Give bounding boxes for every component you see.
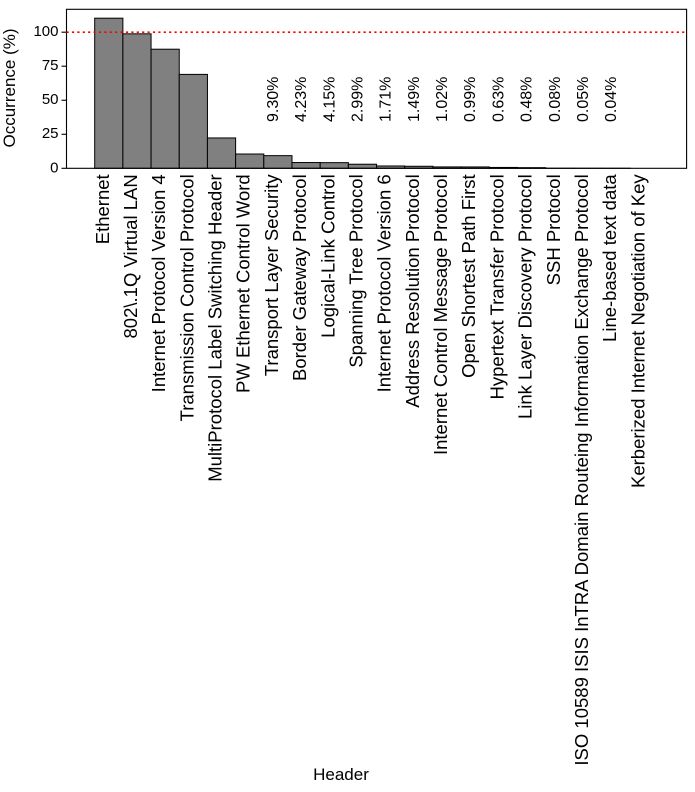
svg-text:MultiProtocol Label Switching: MultiProtocol Label Switching Header xyxy=(205,174,226,481)
svg-text:4.23%: 4.23% xyxy=(293,77,310,122)
svg-text:0.63%: 0.63% xyxy=(490,77,507,122)
svg-text:Hypertext Transfer Protocol: Hypertext Transfer Protocol xyxy=(486,174,507,399)
svg-text:1.49%: 1.49% xyxy=(406,77,423,122)
svg-text:0.99%: 0.99% xyxy=(462,77,479,122)
svg-text:50: 50 xyxy=(42,91,59,108)
svg-text:100: 100 xyxy=(33,23,58,40)
svg-text:0: 0 xyxy=(50,159,58,176)
svg-text:802\.1Q Virtual LAN: 802\.1Q Virtual LAN xyxy=(120,174,141,338)
svg-text:Spanning Tree Protocol: Spanning Tree Protocol xyxy=(345,174,366,367)
svg-text:Ethernet: Ethernet xyxy=(92,174,113,244)
svg-text:Occurrence (%): Occurrence (%) xyxy=(0,28,19,147)
svg-text:4.15%: 4.15% xyxy=(321,77,338,122)
svg-text:2.99%: 2.99% xyxy=(349,77,366,122)
svg-text:PW Ethernet Control Word: PW Ethernet Control Word xyxy=(233,174,254,393)
svg-text:0.48%: 0.48% xyxy=(519,77,536,122)
svg-text:0.05%: 0.05% xyxy=(575,77,592,122)
svg-text:9.30%: 9.30% xyxy=(265,77,282,122)
svg-text:Kerberized Internet Negotiatio: Kerberized Internet Negotiation of Key xyxy=(627,174,648,488)
svg-text:Internet Protocol Version 4: Internet Protocol Version 4 xyxy=(148,174,169,392)
svg-text:Transmission Control Protocol: Transmission Control Protocol xyxy=(176,174,197,421)
svg-text:ISO 10589 ISIS InTRA Domain Ro: ISO 10589 ISIS InTRA Domain Routeing Inf… xyxy=(571,174,592,765)
svg-text:Header: Header xyxy=(313,765,369,784)
svg-text:Line-based text data: Line-based text data xyxy=(599,174,620,342)
svg-text:Open Shortest Path First: Open Shortest Path First xyxy=(458,174,479,378)
svg-text:1.71%: 1.71% xyxy=(378,77,395,122)
svg-text:Logical-Link Control: Logical-Link Control xyxy=(317,174,338,338)
svg-text:SSH Protocol: SSH Protocol xyxy=(543,174,564,285)
svg-text:0.04%: 0.04% xyxy=(603,77,620,122)
svg-text:Address Resolution Protocol: Address Resolution Protocol xyxy=(402,174,423,407)
svg-text:Border Gateway Protocol: Border Gateway Protocol xyxy=(289,174,310,381)
svg-text:Internet Protocol Version 6: Internet Protocol Version 6 xyxy=(374,174,395,392)
svg-text:0.08%: 0.08% xyxy=(547,77,564,122)
svg-text:Link Layer Discovery Protocol: Link Layer Discovery Protocol xyxy=(515,174,536,419)
svg-text:25: 25 xyxy=(42,125,59,142)
svg-text:75: 75 xyxy=(42,57,59,74)
svg-text:Transport Layer Security: Transport Layer Security xyxy=(261,174,282,377)
svg-text:1.02%: 1.02% xyxy=(434,77,451,122)
svg-text:Internet Control Message Proto: Internet Control Message Protocol xyxy=(430,174,451,455)
